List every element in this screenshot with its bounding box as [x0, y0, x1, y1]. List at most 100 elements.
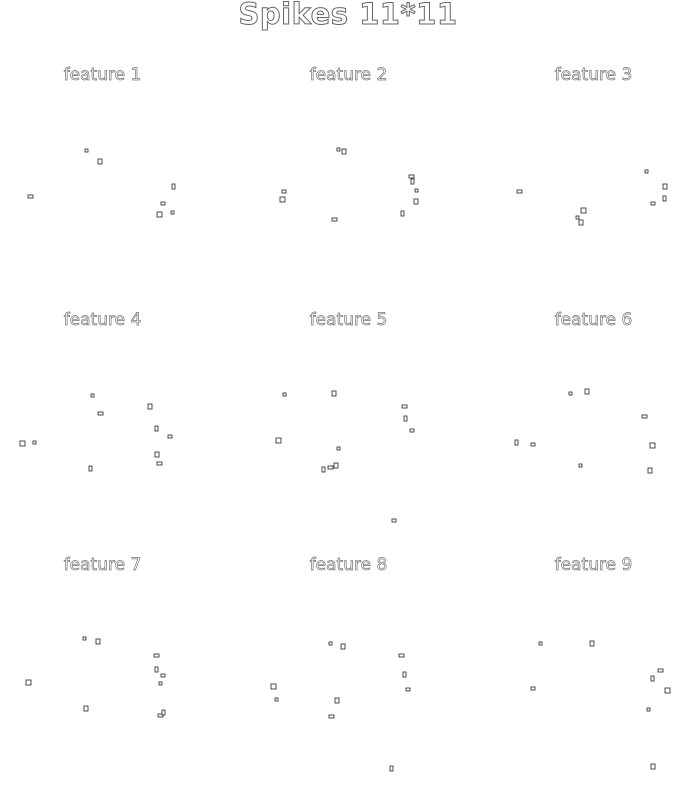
feature-panel: feature 4: [0, 308, 205, 548]
feature-map: [246, 581, 451, 786]
feature-panel: feature 8: [246, 553, 451, 793]
feature-map-svg: [0, 581, 205, 786]
spike-marker: [334, 697, 340, 704]
spike-marker: [402, 671, 407, 678]
feature-map-background: [246, 91, 451, 296]
feature-panel: feature 9: [491, 553, 696, 793]
spike-marker: [321, 466, 326, 473]
spike-marker: [88, 465, 93, 472]
feature-map-svg: [246, 336, 451, 541]
spike-marker: [95, 638, 101, 645]
spike-marker: [657, 668, 664, 673]
feature-panel: feature 3: [491, 63, 696, 303]
spike-marker: [662, 195, 667, 202]
spike-marker: [408, 174, 415, 179]
feature-map: [0, 91, 205, 296]
feature-map: [0, 336, 205, 541]
feature-panel: feature 5: [246, 308, 451, 548]
spike-marker: [282, 392, 287, 397]
spike-marker: [398, 653, 405, 658]
spike-marker: [97, 411, 104, 416]
spike-marker: [403, 415, 408, 422]
feature-map-svg: [491, 581, 696, 786]
spike-marker: [568, 391, 573, 396]
spike-marker: [327, 465, 334, 470]
feature-panel: feature 2: [246, 63, 451, 303]
spike-marker: [664, 687, 671, 694]
spike-marker: [158, 681, 163, 686]
spike-marker: [580, 207, 587, 214]
spike-marker: [649, 442, 656, 449]
spike-marker: [331, 390, 337, 397]
spike-marker: [650, 675, 655, 682]
spike-marker: [147, 403, 153, 410]
spike-marker: [333, 462, 339, 469]
feature-map: [491, 581, 696, 786]
spike-marker: [167, 434, 173, 439]
feature-map: [491, 91, 696, 296]
spike-marker: [389, 765, 394, 772]
spike-marker: [19, 440, 26, 447]
panel-title: feature 7: [63, 555, 142, 576]
feature-map-background: [491, 336, 696, 541]
spike-marker: [32, 440, 37, 445]
spike-marker: [647, 467, 653, 474]
spike-marker: [331, 217, 338, 222]
panel-title: feature 8: [309, 555, 388, 576]
spike-marker: [171, 183, 176, 190]
feature-map-background: [491, 581, 696, 786]
feature-map-background: [0, 336, 205, 541]
spike-marker: [578, 219, 584, 226]
panel-title: feature 2: [309, 65, 388, 86]
spike-marker: [154, 425, 159, 432]
spike-marker: [160, 201, 166, 206]
spike-marker: [161, 709, 166, 716]
spike-marker: [328, 714, 335, 719]
spike-marker: [160, 673, 166, 678]
spike-marker: [97, 158, 103, 165]
spike-marker: [410, 178, 415, 185]
spike-marker: [401, 404, 408, 409]
feature-panel: feature 1: [0, 63, 205, 303]
feature-map-svg: [491, 91, 696, 296]
spike-marker: [82, 636, 87, 641]
feature-map-svg: [246, 581, 451, 786]
feature-map-background: [0, 581, 205, 786]
feature-map-background: [0, 91, 205, 296]
spike-marker: [589, 640, 595, 647]
spike-marker: [414, 188, 419, 193]
feature-map: [491, 336, 696, 541]
spike-marker: [336, 446, 341, 451]
feature-map-svg: [246, 91, 451, 296]
spike-marker: [270, 683, 277, 690]
spike-marker: [83, 705, 89, 712]
spike-marker: [650, 201, 656, 206]
spike-marker: [156, 211, 163, 218]
feature-map: [246, 336, 451, 541]
spike-marker: [281, 189, 287, 194]
panel-title: feature 3: [554, 65, 633, 86]
panel-title: feature 5: [309, 310, 388, 331]
spike-marker: [575, 215, 580, 220]
figure-title: Spikes 11*11: [238, 0, 458, 31]
panel-title: feature 4: [63, 310, 142, 331]
spike-marker: [538, 641, 543, 646]
spike-marker: [90, 393, 95, 398]
feature-map: [246, 91, 451, 296]
spike-marker: [154, 451, 160, 458]
spike-marker: [84, 148, 89, 153]
spike-marker: [650, 763, 656, 770]
spike-marker: [662, 183, 668, 190]
spike-marker: [27, 194, 34, 199]
spike-marker: [641, 414, 648, 419]
spike-marker: [170, 210, 175, 215]
spike-marker: [336, 147, 341, 152]
spike-marker: [530, 442, 536, 447]
spike-marker: [328, 641, 333, 646]
spike-marker: [400, 210, 405, 217]
spike-marker: [154, 666, 159, 673]
spike-marker: [514, 439, 519, 446]
spike-marker: [279, 196, 286, 203]
spike-marker: [153, 653, 160, 658]
spike-marker: [275, 437, 282, 444]
